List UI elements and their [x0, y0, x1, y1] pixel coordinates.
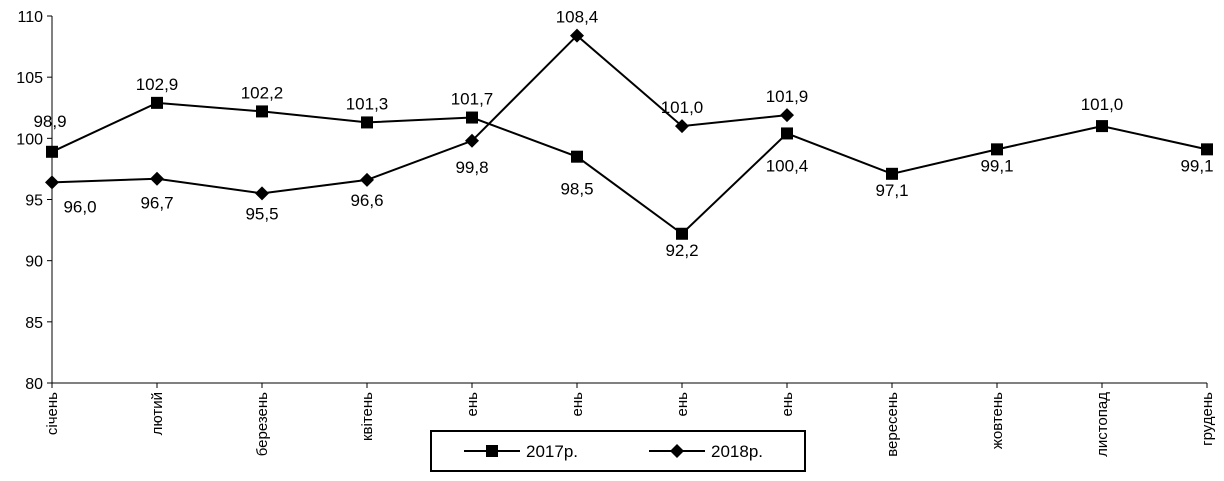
data-point-square — [991, 143, 1003, 156]
x-tick-label: ень — [464, 392, 481, 417]
y-tick-label: 105 — [16, 70, 43, 87]
x-tick-label: жовтень — [989, 392, 1006, 449]
x-tick-label: ень — [674, 392, 691, 417]
data-point-square — [1201, 143, 1213, 156]
data-label: 101,9 — [766, 87, 809, 106]
data-point-diamond — [675, 119, 689, 134]
y-tick-label: 95 — [25, 193, 43, 210]
data-label: 101,7 — [451, 90, 494, 109]
data-label: 96,6 — [350, 191, 383, 210]
x-tick-label: грудень — [1199, 392, 1216, 446]
data-point-square — [676, 227, 688, 240]
legend: 2017р. 2018р. — [430, 430, 806, 472]
series-2: 96,0 96,7 95,5 96,6 99,8 108,4 101,0 101,9 — [45, 8, 809, 223]
data-point-diamond — [465, 133, 479, 148]
data-label: 98,9 — [33, 112, 66, 131]
series-1: 98,9 102,9 102,2 101,3 101,7 98,5 92,2 100,4 97,… — [33, 75, 1213, 260]
data-point-diamond — [255, 186, 269, 201]
data-point-square — [886, 167, 898, 180]
y-tick-label: 80 — [25, 376, 43, 393]
data-point-square — [361, 116, 373, 129]
data-label: 108,4 — [556, 8, 599, 27]
data-point-diamond — [45, 175, 59, 190]
data-label: 99,8 — [455, 158, 488, 177]
data-label: 100,4 — [766, 156, 809, 175]
data-point-diamond — [360, 172, 374, 187]
series-layer: 98,9 102,9 102,2 101,3 101,7 98,5 92,2 100,4 97,… — [33, 8, 1213, 260]
data-point-square — [466, 111, 478, 124]
legend-label: 2018р. — [711, 442, 763, 461]
data-label: 96,0 — [63, 197, 96, 216]
x-tick-label: вересень — [884, 392, 901, 457]
data-point-square — [46, 145, 58, 158]
data-label: 102,9 — [136, 75, 179, 94]
y-tick-label: 85 — [25, 315, 43, 332]
data-label: 97,1 — [875, 181, 908, 200]
data-label: 96,7 — [140, 194, 173, 213]
data-label: 98,5 — [560, 180, 593, 199]
data-label: 102,2 — [241, 83, 284, 102]
data-point-diamond — [670, 444, 684, 458]
data-point-diamond — [780, 108, 794, 123]
data-label: 101,3 — [346, 94, 389, 113]
x-tick-label: листопад — [1094, 392, 1111, 457]
data-label: 92,2 — [665, 241, 698, 260]
data-point-square — [151, 96, 163, 109]
x-tick-label: ень — [779, 392, 796, 417]
y-tick-label: 90 — [25, 254, 43, 271]
x-tick-label: березень — [254, 392, 271, 456]
y-tick-label: 110 — [17, 9, 43, 26]
data-label: 101,0 — [1081, 95, 1124, 114]
data-point-square — [1096, 120, 1108, 133]
legend-label: 2017р. — [526, 442, 578, 461]
data-point-square — [256, 105, 268, 118]
data-label: 101,0 — [661, 98, 704, 117]
x-tick-label: лютий — [149, 392, 166, 435]
x-tick-label: ень — [569, 392, 586, 417]
data-label: 99,1 — [980, 156, 1013, 175]
data-point-square — [781, 127, 793, 140]
x-tick-label: січень — [44, 392, 61, 435]
data-point-diamond — [570, 28, 584, 43]
data-point-square — [571, 150, 583, 163]
data-point-square — [486, 445, 498, 457]
axes: 80 85 90 95 100 105 110 січень лютий березень квіт… — [16, 9, 1216, 457]
data-label: 95,5 — [245, 204, 278, 223]
data-label: 99,1 — [1180, 156, 1213, 175]
series-line — [51, 101, 1208, 236]
series-line — [51, 34, 788, 195]
data-point-diamond — [150, 171, 164, 186]
y-tick-label: 100 — [16, 131, 43, 148]
x-tick-label: квітень — [359, 392, 376, 441]
